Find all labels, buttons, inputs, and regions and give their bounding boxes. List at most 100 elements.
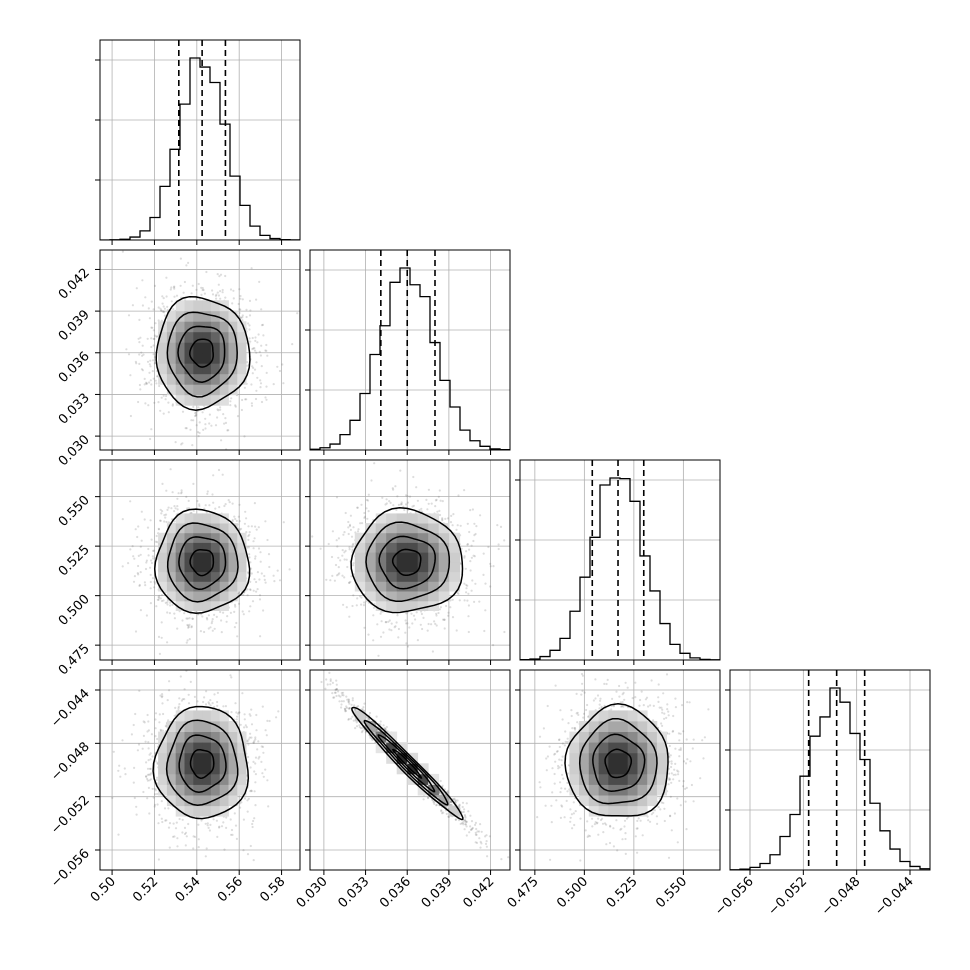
density-cell xyxy=(166,763,177,775)
sample-point xyxy=(145,382,148,385)
sample-point xyxy=(248,299,252,302)
density-cell xyxy=(365,523,377,534)
density-cell xyxy=(184,773,194,785)
sample-point xyxy=(344,709,347,712)
density-cell xyxy=(193,731,203,743)
sample-point xyxy=(492,644,495,647)
density-cell xyxy=(438,591,450,602)
sample-point xyxy=(373,732,376,735)
sample-point xyxy=(245,308,248,311)
sample-point xyxy=(265,343,268,347)
sample-point xyxy=(408,495,412,498)
sample-point xyxy=(167,411,170,414)
sample-point xyxy=(229,674,232,677)
sample-point xyxy=(366,716,369,720)
sample-point xyxy=(399,469,402,472)
sample-point xyxy=(252,366,255,369)
sample-point xyxy=(450,514,453,518)
sample-point xyxy=(463,555,466,558)
density-cell xyxy=(354,562,366,573)
sample-point xyxy=(174,507,177,510)
sample-point xyxy=(171,403,174,406)
sample-point xyxy=(474,823,477,827)
density-cell xyxy=(166,321,177,333)
sample-point xyxy=(470,820,474,823)
sample-point xyxy=(599,697,602,700)
density-cell xyxy=(193,310,203,322)
sample-point xyxy=(144,567,148,571)
sample-point xyxy=(345,695,348,698)
sample-point xyxy=(365,498,368,502)
sample-point xyxy=(248,610,251,613)
density-cell xyxy=(219,571,229,582)
density-cell xyxy=(175,731,185,743)
sample-point xyxy=(155,382,158,385)
sample-point xyxy=(138,383,141,387)
sample-point xyxy=(246,588,249,591)
hist-panel-0 xyxy=(95,39,301,241)
sample-point xyxy=(207,826,210,830)
sample-point xyxy=(446,789,449,793)
sample-point xyxy=(141,279,144,282)
density-cell xyxy=(175,321,185,333)
sample-point xyxy=(145,559,148,562)
sample-point xyxy=(170,300,173,303)
density-cell xyxy=(228,784,238,796)
sample-point xyxy=(148,779,151,782)
sample-point xyxy=(179,284,182,287)
sample-point xyxy=(129,414,132,418)
sample-point xyxy=(253,790,256,793)
sample-point xyxy=(206,490,209,493)
sample-point xyxy=(146,337,149,340)
sample-point xyxy=(422,798,425,801)
sample-point xyxy=(242,593,245,597)
sample-point xyxy=(167,521,170,524)
sample-point xyxy=(234,517,237,521)
sample-point xyxy=(470,544,473,547)
sample-point xyxy=(649,704,652,707)
sample-point xyxy=(168,680,171,683)
sample-point xyxy=(464,823,467,826)
sample-point xyxy=(563,744,566,747)
sample-point xyxy=(397,503,400,506)
sample-point xyxy=(538,781,541,784)
sample-point xyxy=(157,822,160,825)
sample-point xyxy=(254,773,257,776)
sample-point xyxy=(152,344,155,347)
panel-frame xyxy=(729,669,931,871)
sample-point xyxy=(652,811,655,814)
sample-point xyxy=(166,308,169,312)
panel-frame xyxy=(309,669,511,871)
sample-point xyxy=(141,747,144,750)
density-cell xyxy=(175,763,185,775)
sample-point xyxy=(131,304,134,307)
density-cell xyxy=(407,571,419,582)
sample-point xyxy=(275,716,278,719)
sample-point xyxy=(245,398,248,401)
sample-point xyxy=(480,830,483,833)
sample-point xyxy=(348,546,351,549)
sample-point xyxy=(265,371,268,374)
density-cell xyxy=(193,571,203,582)
sample-point xyxy=(166,611,169,614)
density-cell xyxy=(386,571,398,582)
sample-point xyxy=(257,757,260,760)
density-cell xyxy=(386,600,398,611)
density-cell xyxy=(210,763,221,775)
sample-point xyxy=(208,829,211,832)
sample-point xyxy=(152,353,155,356)
sample-point xyxy=(140,539,143,542)
density-cell xyxy=(237,373,247,385)
density-cell xyxy=(365,552,377,563)
sample-point xyxy=(181,831,184,834)
sample-point xyxy=(414,618,417,621)
sample-point xyxy=(348,707,351,710)
sample-point xyxy=(149,778,153,781)
sample-point xyxy=(487,545,490,549)
sample-point xyxy=(204,855,207,858)
sample-point xyxy=(452,798,455,801)
sample-point xyxy=(173,285,176,288)
sample-point xyxy=(347,700,350,704)
sample-point xyxy=(637,817,640,820)
